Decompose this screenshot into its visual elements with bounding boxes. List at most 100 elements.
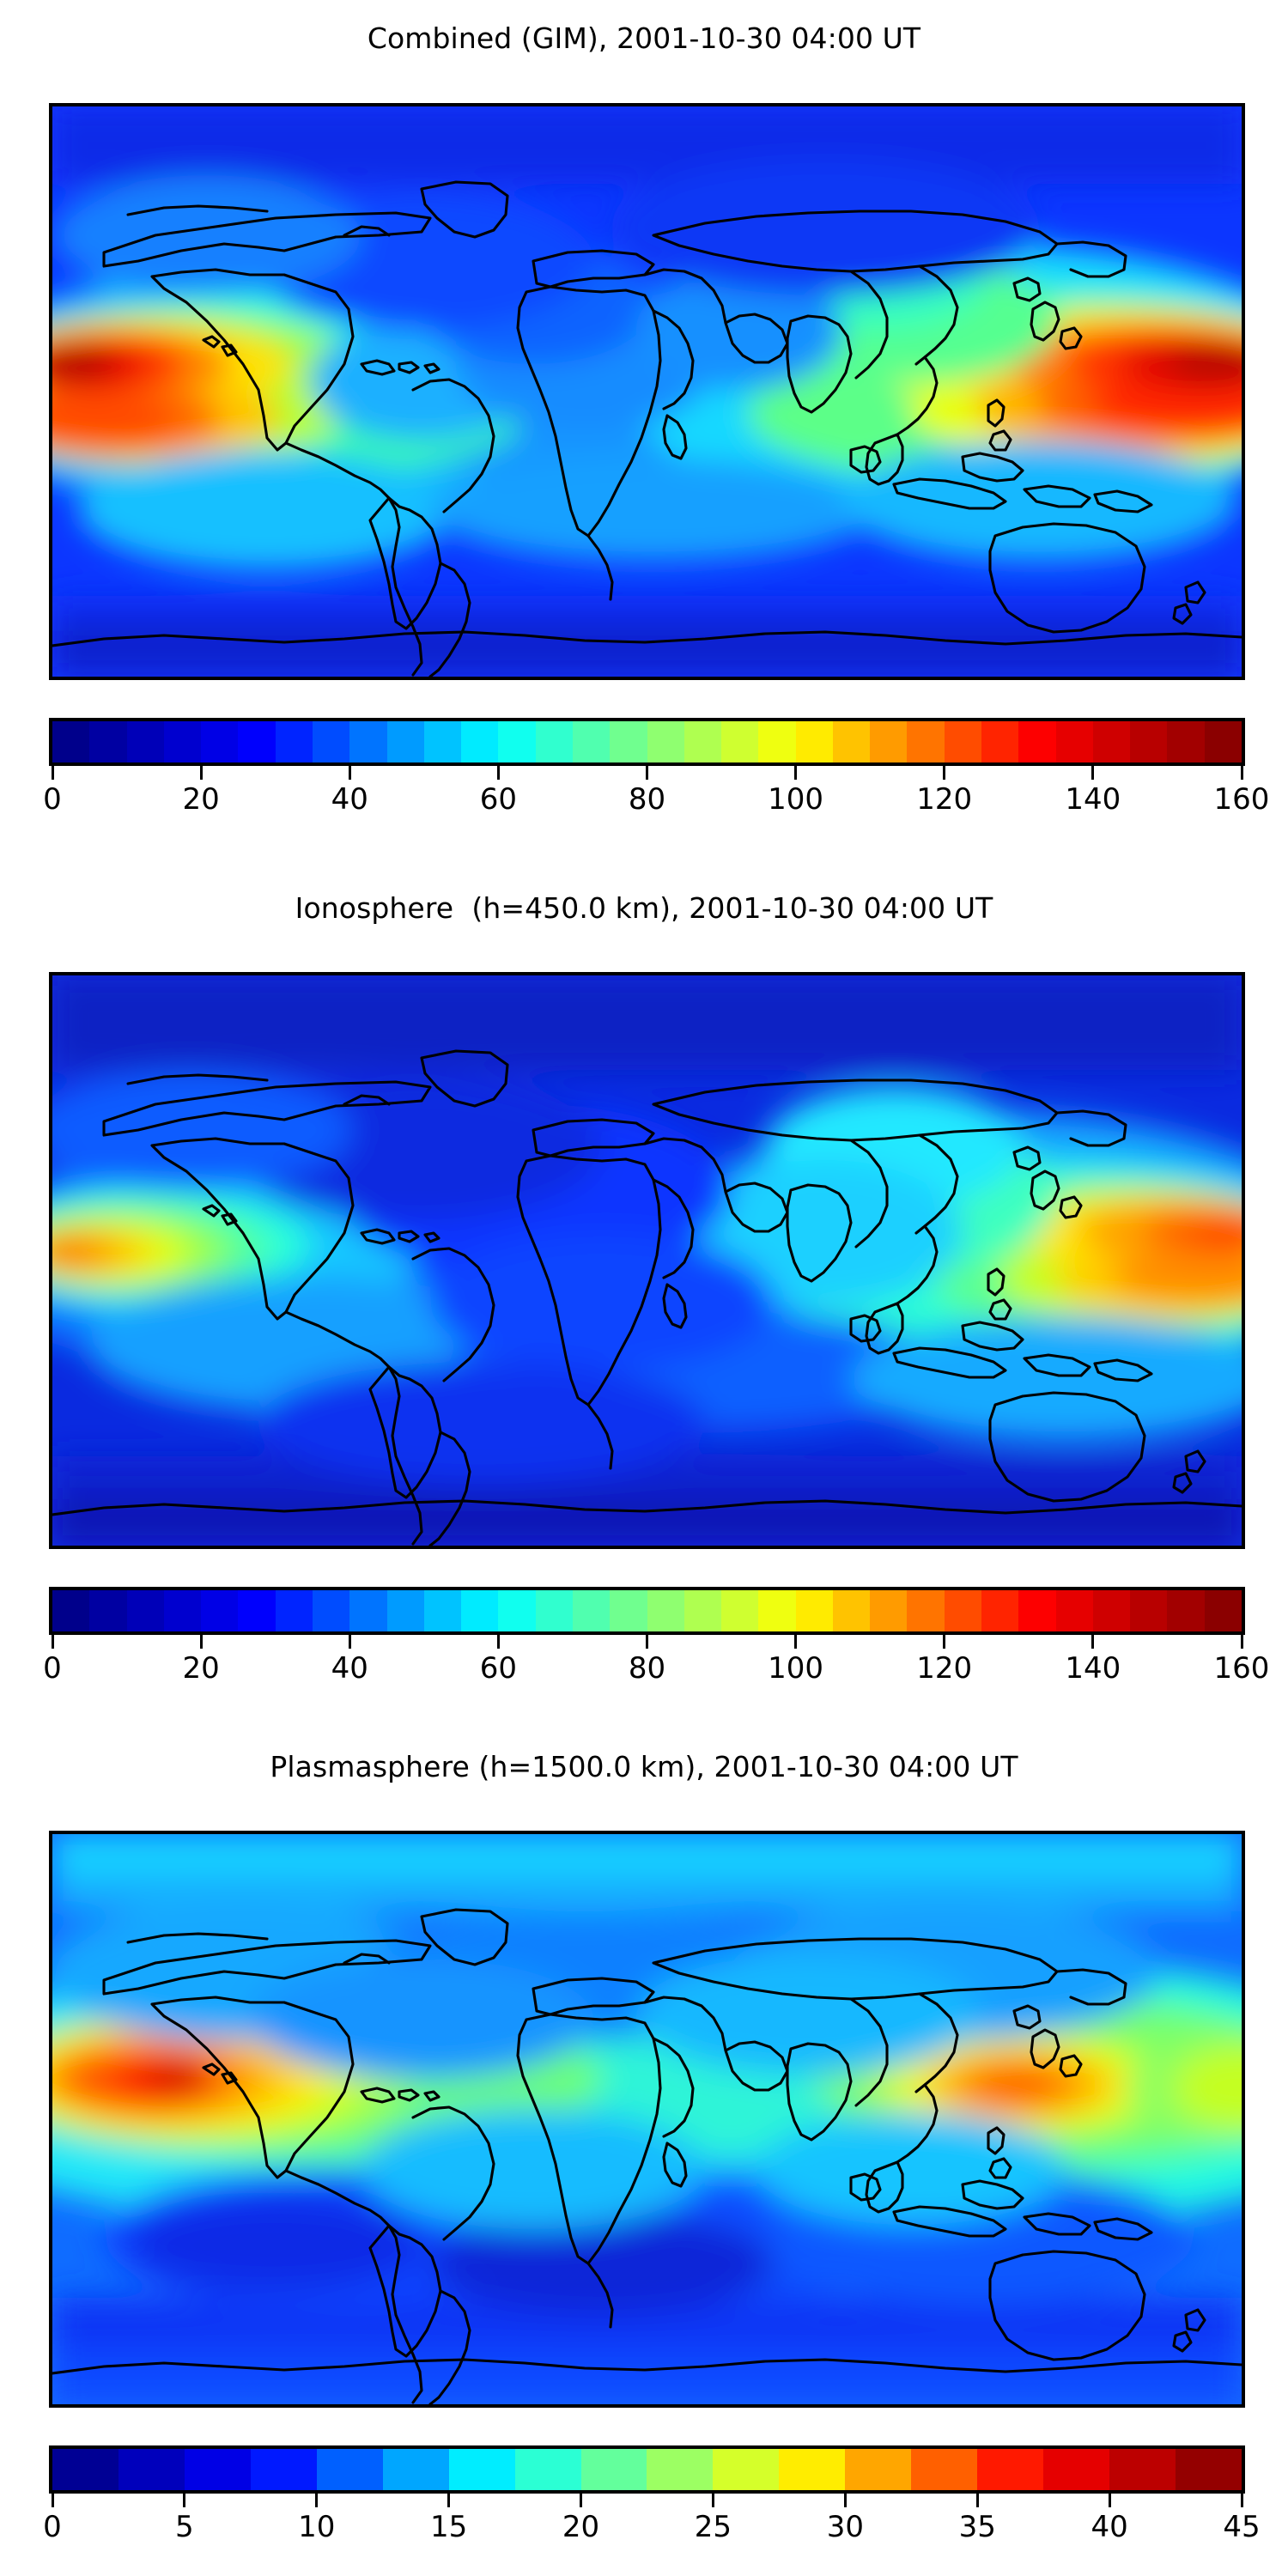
colorbar-tick	[51, 1635, 54, 1649]
colorbar-tick	[843, 2494, 847, 2507]
colorbar-segment	[1130, 721, 1168, 762]
panel-combined-gim: Combined (GIM), 2001-10-30 04:00 UT	[0, 0, 1288, 867]
colorbar-segment	[758, 1590, 796, 1631]
colorbar-tick-label: 60	[479, 782, 518, 817]
colorbar-tick	[975, 2494, 979, 2507]
colorbar-tick-label: 60	[479, 1651, 518, 1686]
colorbar-segment	[238, 1590, 276, 1631]
colorbar-segment	[795, 721, 833, 762]
colorbar-segment	[580, 2449, 647, 2490]
colorbar-segment	[118, 2449, 185, 2490]
colorbar-tick	[1240, 766, 1243, 780]
colorbar-segment	[1167, 721, 1205, 762]
colorbar-segment	[184, 2449, 251, 2490]
colorbar-segment	[944, 721, 982, 762]
colorbar-tick-label: 120	[916, 782, 973, 817]
colorbar-segment	[758, 721, 796, 762]
colorbar-tick-label: 0	[43, 2510, 62, 2544]
colorbar-tick	[199, 1635, 203, 1649]
colorbar-tick	[711, 2494, 714, 2507]
colorbar-segment	[275, 1590, 313, 1631]
colorbar-segment	[448, 2449, 515, 2490]
colorbar-segment	[907, 1590, 945, 1631]
colorbar-segment	[721, 721, 759, 762]
colorbar-tick-label: 80	[628, 1651, 666, 1686]
colorbar-tick	[646, 1635, 648, 1649]
map-ionosphere	[49, 972, 1245, 1549]
colorbar-ticks-combined	[49, 766, 1245, 780]
colorbar-segment	[312, 721, 350, 762]
colorbar-tick-label: 30	[826, 2510, 864, 2544]
colorbar-tick	[794, 1635, 798, 1649]
colorbar-tick	[496, 1635, 500, 1649]
colorbar-tick-label: 120	[916, 1651, 973, 1686]
colorbar-segment	[911, 2449, 978, 2490]
colorbar-ticks-plasmasphere	[49, 2494, 1245, 2507]
colorbar-segment	[52, 721, 90, 762]
colorbar-segment	[1204, 1590, 1242, 1631]
colorbar-segment	[535, 1590, 573, 1631]
colorbar-tick	[51, 766, 54, 780]
colorbar-segment	[535, 721, 573, 762]
colorbar-segment	[312, 1590, 350, 1631]
map-combined-gim	[49, 103, 1245, 680]
colorbar-segment	[1092, 1590, 1131, 1631]
colorbar-tick	[496, 766, 500, 780]
colorbar-gradient-ionosphere	[49, 1587, 1245, 1635]
colorbar-segment	[647, 1590, 684, 1631]
colorbar-gradient-plasmasphere	[49, 2445, 1245, 2494]
colorbar-tick-label: 0	[43, 782, 62, 817]
colorbar-segment	[423, 1590, 462, 1631]
colorbar-tick	[315, 2494, 319, 2507]
colorbar-tick	[348, 766, 351, 780]
colorbar-tick-label: 100	[768, 782, 824, 817]
colorbar-segment	[1018, 1590, 1056, 1631]
colorbar-tick-label: 20	[182, 782, 220, 817]
colorbar-segment	[498, 721, 536, 762]
colorbar-tick-label: 40	[331, 782, 368, 817]
colorbar-segment	[944, 1590, 982, 1631]
colorbar-tick-label: 40	[331, 1651, 368, 1686]
colorbar-segment	[870, 721, 908, 762]
colorbar-tick	[1240, 1635, 1243, 1649]
colorbar-segment	[977, 2449, 1044, 2490]
colorbar-segment	[610, 721, 647, 762]
colorbar-tick-label: 40	[1091, 2510, 1128, 2544]
colorbar-tick-label: 160	[1213, 1651, 1270, 1686]
map-plasmasphere	[49, 1831, 1245, 2408]
colorbar-tick-label: 25	[694, 2510, 732, 2544]
colorbar-tick	[794, 766, 798, 780]
colorbar-segment	[316, 2449, 383, 2490]
colorbar-segment	[1055, 1590, 1093, 1631]
colorbar-segment	[1130, 1590, 1168, 1631]
colorbar-segment	[52, 1590, 90, 1631]
colorbar-segment	[382, 2449, 449, 2490]
colorbar-segment	[683, 721, 722, 762]
colorbar-segment	[572, 1590, 611, 1631]
colorbar-tick-label: 35	[958, 2510, 996, 2544]
panel-title-plasmasphere: Plasmasphere (h=1500.0 km), 2001-10-30 0…	[270, 1750, 1018, 1783]
colorbar-tick-label: 10	[298, 2510, 336, 2544]
colorbar-tick-label: 45	[1223, 2510, 1261, 2544]
colorbar-segment	[832, 1590, 871, 1631]
colorbar-tick	[1091, 1635, 1095, 1649]
colorbar-segment	[713, 2449, 780, 2490]
colorbar-segment	[610, 1590, 647, 1631]
colorbar-segment	[201, 721, 239, 762]
colorbar-segment	[386, 721, 424, 762]
colorbar-segment	[1055, 721, 1093, 762]
colorbar-segment	[1092, 721, 1131, 762]
colorbar-tick-label: 5	[175, 2510, 194, 2544]
colorbar-labels-plasmasphere: 0 5 10 15 20 25 30 35 40 45	[43, 2507, 1260, 2547]
colorbar-segment	[461, 1590, 499, 1631]
colorbar-tick	[1091, 766, 1095, 780]
colorbar-segment	[572, 721, 611, 762]
colorbar-segment	[275, 721, 313, 762]
colorbar-segment	[386, 1590, 424, 1631]
colorbar-tick-label: 80	[628, 782, 666, 817]
colorbar-segment	[126, 1590, 164, 1631]
colorbar-segment	[238, 721, 276, 762]
colorbar-segment	[163, 1590, 202, 1631]
colorbar-tick	[447, 2494, 451, 2507]
